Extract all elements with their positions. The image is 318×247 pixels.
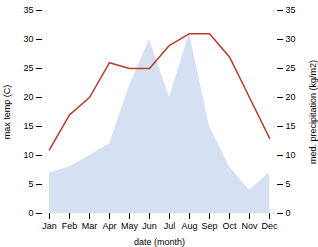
svg-text:Nov: Nov — [241, 221, 258, 231]
svg-text:15: 15 — [286, 121, 296, 131]
svg-text:date (month): date (month) — [134, 237, 185, 247]
svg-text:May: May — [121, 221, 139, 231]
svg-text:0: 0 — [286, 208, 291, 218]
svg-text:max temp (C): max temp (C) — [2, 85, 12, 140]
svg-text:30: 30 — [23, 34, 33, 44]
svg-text:20: 20 — [23, 92, 33, 102]
svg-text:Aug: Aug — [181, 221, 197, 231]
svg-text:25: 25 — [286, 63, 296, 73]
svg-text:20: 20 — [286, 92, 296, 102]
svg-text:Jun: Jun — [142, 221, 157, 231]
svg-text:Sep: Sep — [201, 221, 217, 231]
svg-text:10: 10 — [23, 150, 33, 160]
svg-text:Apr: Apr — [102, 221, 116, 231]
svg-text:10: 10 — [286, 150, 296, 160]
svg-text:35: 35 — [286, 5, 296, 15]
svg-text:Jan: Jan — [42, 221, 57, 231]
svg-text:Jul: Jul — [164, 221, 176, 231]
svg-text:30: 30 — [286, 34, 296, 44]
svg-text:35: 35 — [23, 5, 33, 15]
svg-text:5: 5 — [28, 179, 33, 189]
svg-text:15: 15 — [23, 121, 33, 131]
svg-text:5: 5 — [286, 179, 291, 189]
svg-text:Mar: Mar — [82, 221, 98, 231]
svg-text:Oct: Oct — [222, 221, 237, 231]
svg-text:0: 0 — [28, 208, 33, 218]
svg-text:25: 25 — [23, 63, 33, 73]
svg-text:Feb: Feb — [62, 221, 78, 231]
svg-text:Dec: Dec — [261, 221, 278, 231]
svg-text:med. precipitation (kg/m2): med. precipitation (kg/m2) — [308, 60, 318, 164]
